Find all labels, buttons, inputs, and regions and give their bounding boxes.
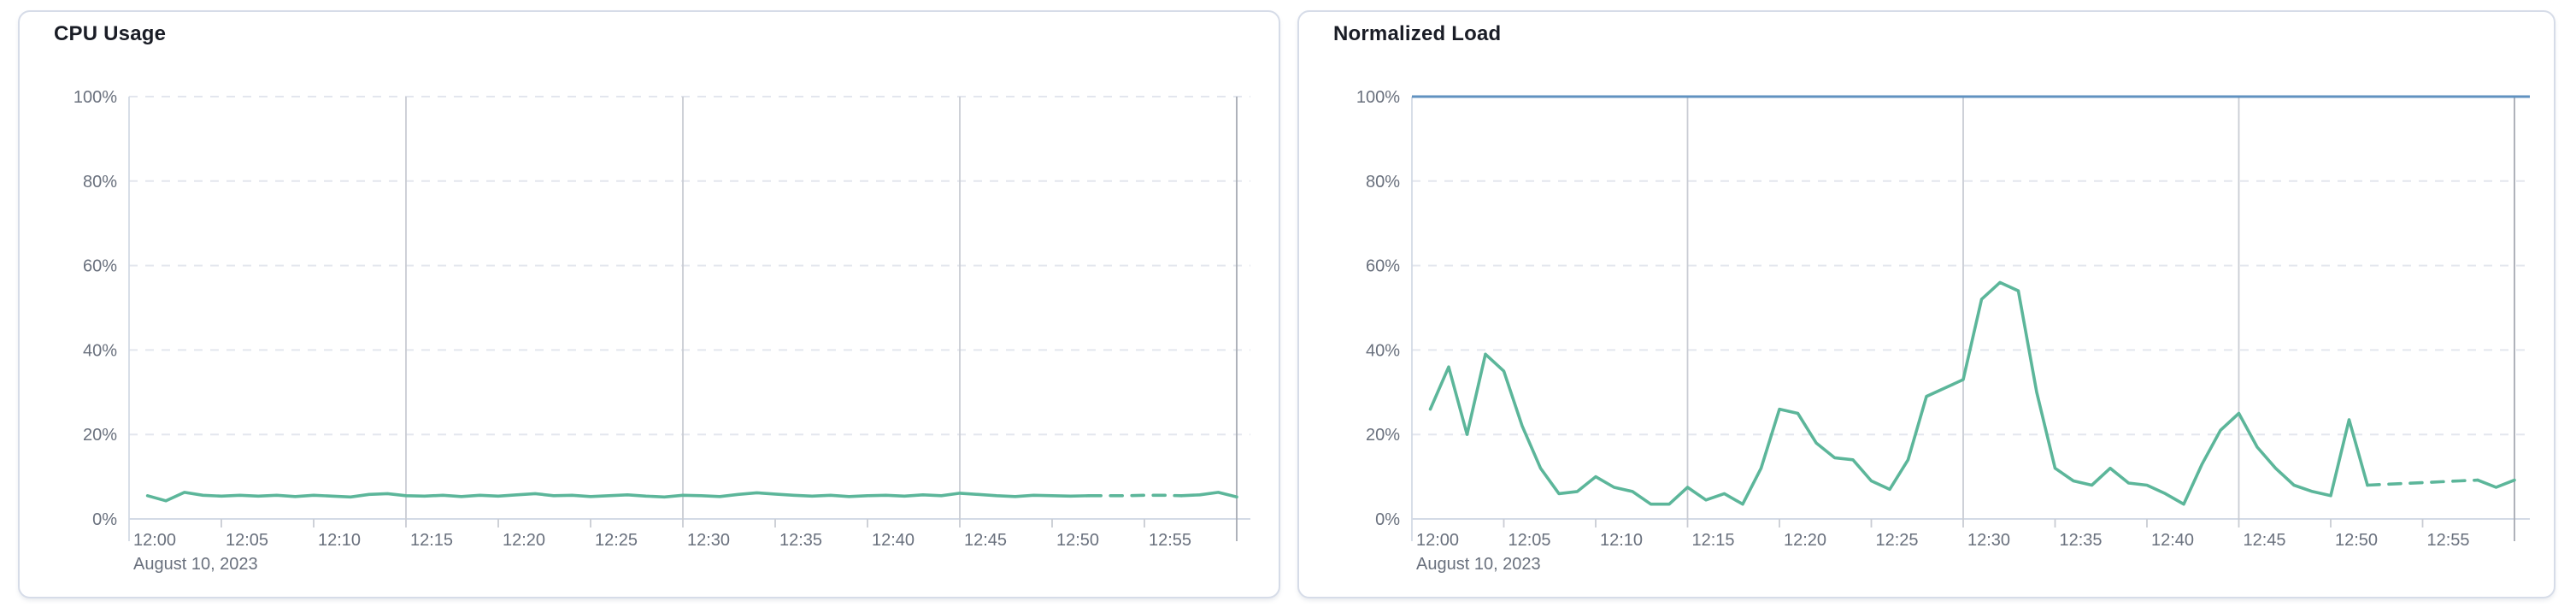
y-axis-label-40: 40% — [83, 341, 117, 360]
y-axis-label-40: 40% — [1366, 341, 1400, 360]
cpu-usage-line-solid-tail — [1179, 491, 1238, 499]
x-axis-label-12:50: 12:50 — [1056, 531, 1099, 550]
y-axis-label-0: 0% — [1375, 510, 1400, 529]
y-axis-label-20: 20% — [1366, 426, 1400, 445]
normalized-load-chart-plot[interactable]: 0% 20% 40% 60% 80% 100% 12:00 12:05 12:10 12:15 12… — [1299, 12, 2557, 600]
normalized-load-line-dashed-gap — [2366, 478, 2479, 487]
x-axis-label-12:45: 12:45 — [2244, 531, 2286, 550]
x-axis-label-12:55: 12:55 — [1149, 531, 1191, 550]
x-axis-label-12:35: 12:35 — [779, 531, 822, 550]
y-axis-label-0: 0% — [92, 510, 117, 529]
y-axis-label-60: 60% — [83, 257, 117, 276]
cpu-usage-line-dashed-gap — [1087, 493, 1183, 498]
normalized-load-line-solid-tail — [2476, 478, 2516, 489]
cpu-usage-chart-plot[interactable]: 0% 20% 40% 60% 80% 100% 12:00 12:05 12:10 12:15 12… — [20, 12, 1282, 600]
cpu-usage-line-solid — [145, 491, 1091, 503]
y-axis-label-100: 100% — [74, 88, 117, 107]
x-axis-label-12:40: 12:40 — [872, 531, 915, 550]
cpu-usage-card: CPU Usage 0% 20% 40% 60% 80% 100% 12:00 12:05 12… — [18, 10, 1280, 598]
x-axis-label-12:20: 12:20 — [503, 531, 545, 550]
x-axis-label-12:20: 12:20 — [1784, 531, 1826, 550]
y-axis-label-80: 80% — [83, 173, 117, 192]
x-axis-label-12:30: 12:30 — [687, 531, 730, 550]
x-axis-label-12:25: 12:25 — [595, 531, 638, 550]
x-axis-label-12:40: 12:40 — [2151, 531, 2194, 550]
y-axis-label-20: 20% — [83, 426, 117, 445]
x-axis-label-12:05: 12:05 — [1509, 531, 1551, 550]
x-axis-label-12:10: 12:10 — [318, 531, 361, 550]
cpu-usage-chart-title: CPU Usage — [54, 22, 167, 45]
x-axis-label-12:45: 12:45 — [964, 531, 1007, 550]
x-axis-label-12:30: 12:30 — [1967, 531, 2010, 550]
x-axis-label-12:55: 12:55 — [2427, 531, 2470, 550]
x-axis-label-12:25: 12:25 — [1876, 531, 1919, 550]
x-axis-label-12:15: 12:15 — [410, 531, 453, 550]
y-axis-label-60: 60% — [1366, 257, 1400, 276]
x-axis-label-12:35: 12:35 — [2060, 531, 2103, 550]
y-axis-label-80: 80% — [1366, 173, 1400, 192]
x-axis-label-12:00: 12:00 — [1416, 531, 1459, 550]
x-axis-label-12:05: 12:05 — [226, 531, 268, 550]
normalized-load-chart-title: Normalized Load — [1333, 22, 1502, 45]
x-axis-date-label: August 10, 2023 — [133, 555, 258, 574]
x-axis-date-label: August 10, 2023 — [1416, 555, 1541, 574]
x-axis-label-12:10: 12:10 — [1600, 531, 1643, 550]
normalized-load-card: Normalized Load 0% 20% 40% 60% 80% 100% 12:00 1… — [1297, 10, 2555, 598]
x-axis-label-12:50: 12:50 — [2335, 531, 2378, 550]
x-axis-label-12:00: 12:00 — [133, 531, 176, 550]
normalized-load-line-solid — [1428, 280, 2369, 506]
x-axis-label-12:15: 12:15 — [1692, 531, 1735, 550]
y-axis-label-100: 100% — [1356, 88, 1400, 107]
